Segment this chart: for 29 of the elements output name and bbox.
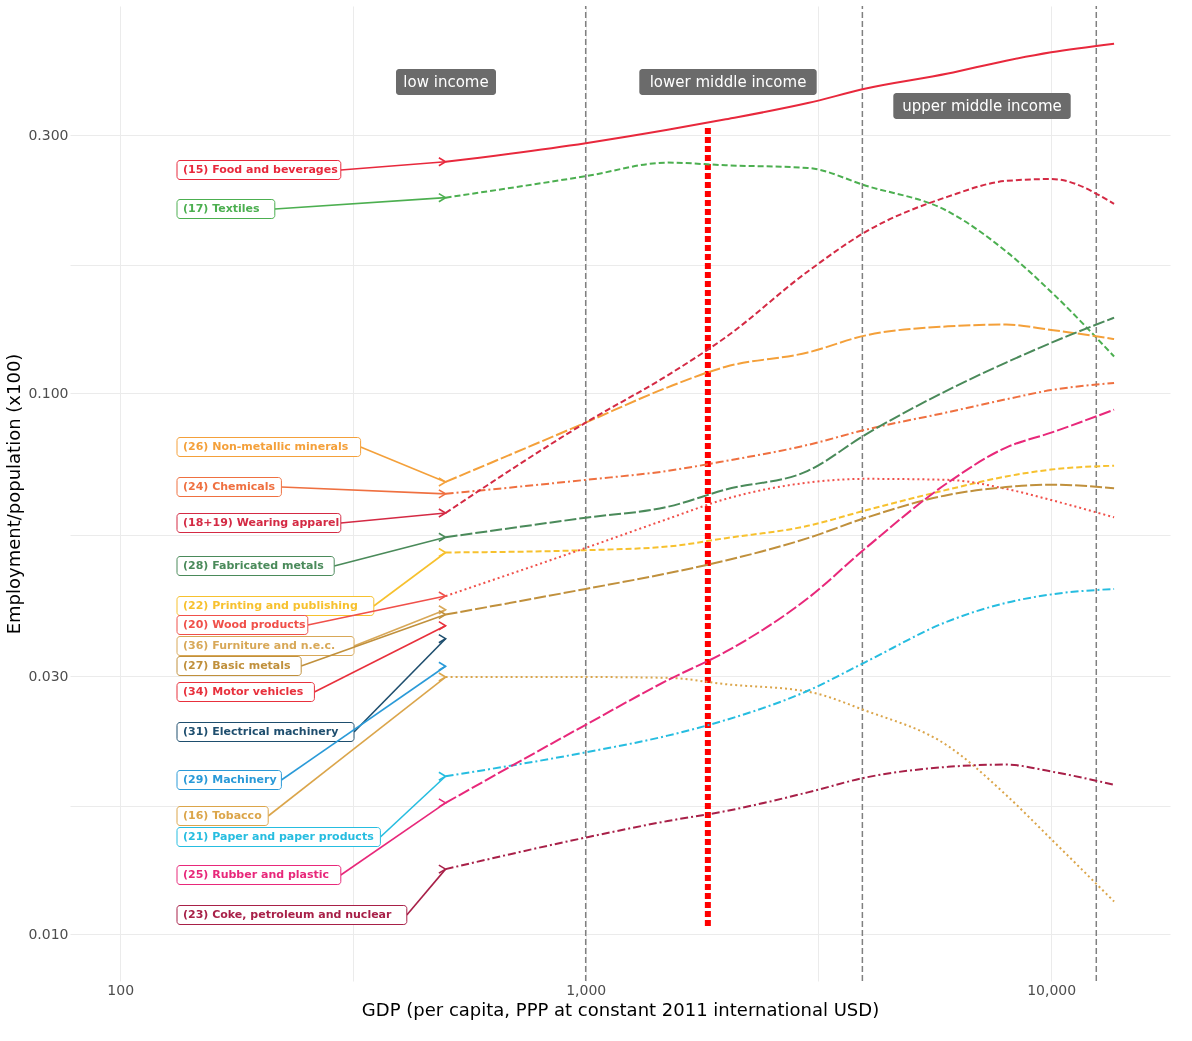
x-tick-label: 100 [107, 981, 135, 998]
annotation: upper middle income [902, 97, 1062, 115]
y-tick-label: 0.030 [28, 667, 69, 684]
text: (34) Motor vehicles [183, 685, 304, 698]
text: (16) Tobacco [183, 809, 263, 822]
text: (25) Rubber and plastic [183, 868, 330, 881]
x-tick-label: 1,000 [566, 981, 607, 998]
y-tick-label: 0.100 [28, 384, 69, 401]
x-axis-title: GDP (per capita, PPP at constant 2011 international USD) [361, 998, 880, 1020]
text: (21) Paper and paper products [183, 830, 375, 843]
text: (36) Furniture and n.e.c. [183, 639, 336, 652]
text: (28) Fabricated metals [183, 559, 325, 572]
annotation: low income [403, 73, 489, 91]
text: (15) Food and beverages [183, 163, 339, 176]
y-tick-label: 0.010 [28, 925, 69, 942]
y-tick-label: 0.300 [28, 126, 69, 143]
annotation: lower middle income [649, 73, 807, 91]
text: (18+19) Wearing apparel [183, 516, 340, 529]
text: (31) Electrical machinery [183, 725, 339, 738]
text: (20) Wood products [183, 618, 307, 631]
text: (27) Basic metals [183, 659, 292, 672]
text: (17) Textiles [183, 202, 261, 215]
y-axis-title: Employment/population (x100) [3, 353, 25, 635]
text: (24) Chemicals [183, 480, 276, 493]
text: (29) Machinery [183, 773, 277, 786]
x-tick-label: 10,000 [1027, 981, 1077, 998]
text: (22) Printing and publishing [183, 599, 358, 612]
text: (26) Non-metallic minerals [183, 440, 349, 453]
text: (23) Coke, petroleum and nuclear [183, 908, 393, 921]
